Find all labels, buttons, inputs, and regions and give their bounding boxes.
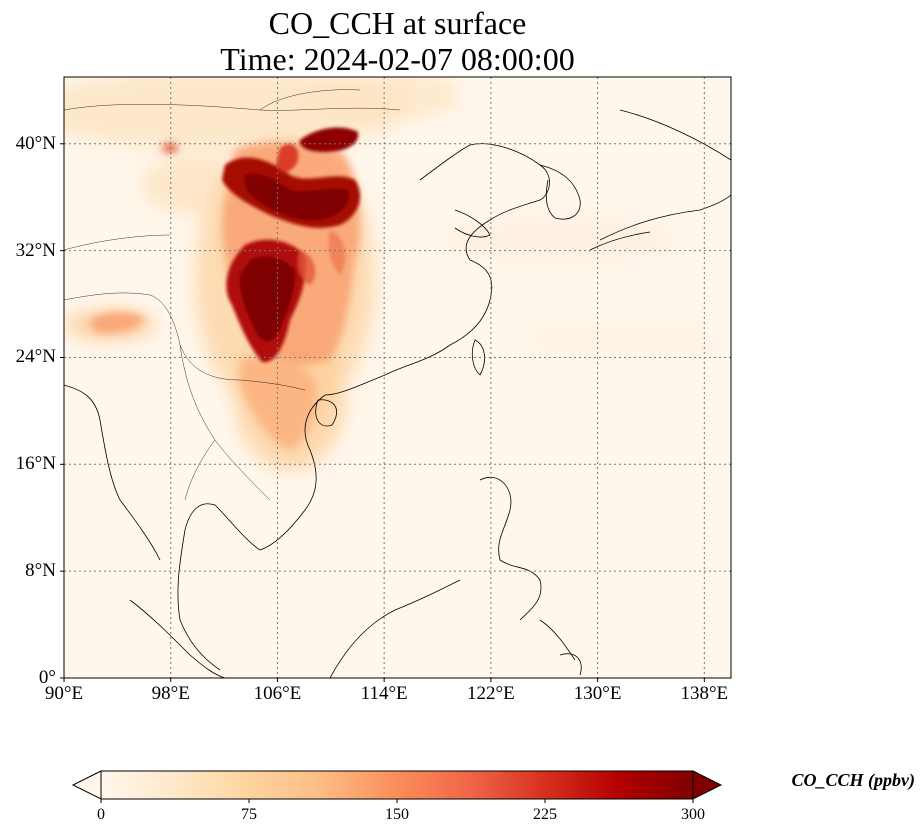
colorbar-tick-label: 300 xyxy=(681,806,705,823)
concentration-core-high xyxy=(222,127,360,363)
colorbar-ticks xyxy=(100,799,694,803)
colorbar-label: CO_CCH (ppbv) xyxy=(791,770,916,790)
lon-tick-label: 130°E xyxy=(573,683,622,704)
gridlines xyxy=(64,77,731,678)
map-title: CO_CCH at surface xyxy=(268,5,527,41)
map-frame xyxy=(63,76,732,679)
lon-tick-label: 122°E xyxy=(467,683,515,704)
lon-tick-label: 90°E xyxy=(44,683,84,704)
lat-tick-label: 8°N xyxy=(25,560,56,582)
colorbar-tick-label: 0 xyxy=(97,806,105,823)
lon-tick-label: 106°E xyxy=(253,683,302,704)
colorbar-tick-label: 225 xyxy=(533,806,557,823)
colorbar-gradient xyxy=(101,771,693,799)
lon-tick-label: 138°E xyxy=(680,683,729,704)
lat-tick-label: 32°N xyxy=(15,239,56,261)
tick-marks xyxy=(60,143,705,682)
colorbar-extend-min xyxy=(71,770,102,800)
lat-tick-label: 16°N xyxy=(15,453,56,475)
colorbar xyxy=(71,770,723,803)
lon-tick-label: 114°E xyxy=(360,683,408,704)
colorbar-extend-max xyxy=(692,770,723,800)
colorbar-tick-label: 150 xyxy=(385,806,409,823)
lon-tick-label: 98°E xyxy=(151,683,190,704)
coastlines xyxy=(64,109,731,678)
lat-tick-label: 40°N xyxy=(15,132,56,154)
map-subtitle-time: Time: 2024-02-07 08:00:00 xyxy=(220,41,575,77)
lat-tick-label: 24°N xyxy=(15,346,56,368)
colorbar-tick-label: 75 xyxy=(241,806,257,823)
lat-tick-label: 0° xyxy=(38,667,56,688)
